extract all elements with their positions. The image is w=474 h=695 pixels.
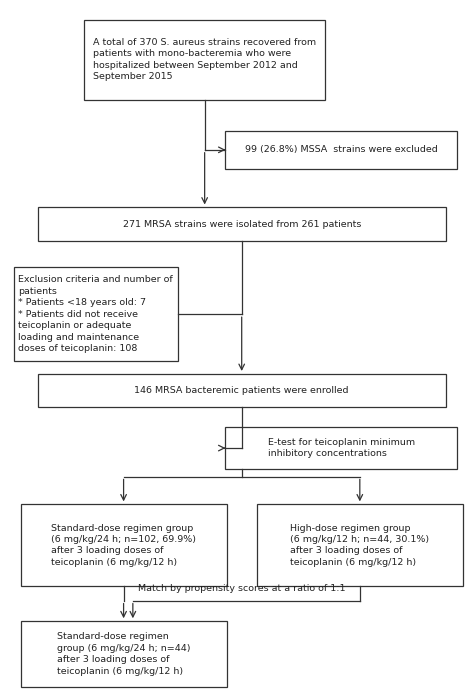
FancyBboxPatch shape: [226, 427, 457, 469]
Text: Match by propensity scores at a ratio of 1:1: Match by propensity scores at a ratio of…: [138, 584, 346, 593]
FancyBboxPatch shape: [14, 268, 178, 361]
Text: Standard-dose regimen group
(6 mg/kg/24 h; n=102, 69.9%)
after 3 loading doses o: Standard-dose regimen group (6 mg/kg/24 …: [51, 523, 196, 567]
FancyBboxPatch shape: [257, 505, 463, 586]
FancyBboxPatch shape: [38, 207, 446, 240]
Text: Standard-dose regimen
group (6 mg/kg/24 h; n=44)
after 3 loading doses of
teicop: Standard-dose regimen group (6 mg/kg/24 …: [57, 632, 191, 676]
Text: 146 MRSA bacteremic patients were enrolled: 146 MRSA bacteremic patients were enroll…: [135, 386, 349, 395]
Text: 99 (26.8%) MSSA  strains were excluded: 99 (26.8%) MSSA strains were excluded: [245, 145, 438, 154]
Text: Exclusion criteria and number of
patients
* Patients <18 years old: 7
* Patients: Exclusion criteria and number of patient…: [18, 275, 173, 353]
FancyBboxPatch shape: [20, 505, 227, 586]
FancyBboxPatch shape: [38, 374, 446, 407]
FancyBboxPatch shape: [84, 19, 325, 99]
Text: A total of 370 S. aureus strains recovered from
patients with mono-bacteremia wh: A total of 370 S. aureus strains recover…: [93, 38, 316, 81]
Text: E-test for teicoplanin minimum
inhibitory concentrations: E-test for teicoplanin minimum inhibitor…: [268, 438, 415, 458]
Text: 271 MRSA strains were isolated from 261 patients: 271 MRSA strains were isolated from 261 …: [122, 220, 361, 229]
Text: High-dose regimen group
(6 mg/kg/12 h; n=44, 30.1%)
after 3 loading doses of
tei: High-dose regimen group (6 mg/kg/12 h; n…: [290, 523, 429, 567]
FancyBboxPatch shape: [20, 621, 227, 687]
FancyBboxPatch shape: [226, 131, 457, 169]
